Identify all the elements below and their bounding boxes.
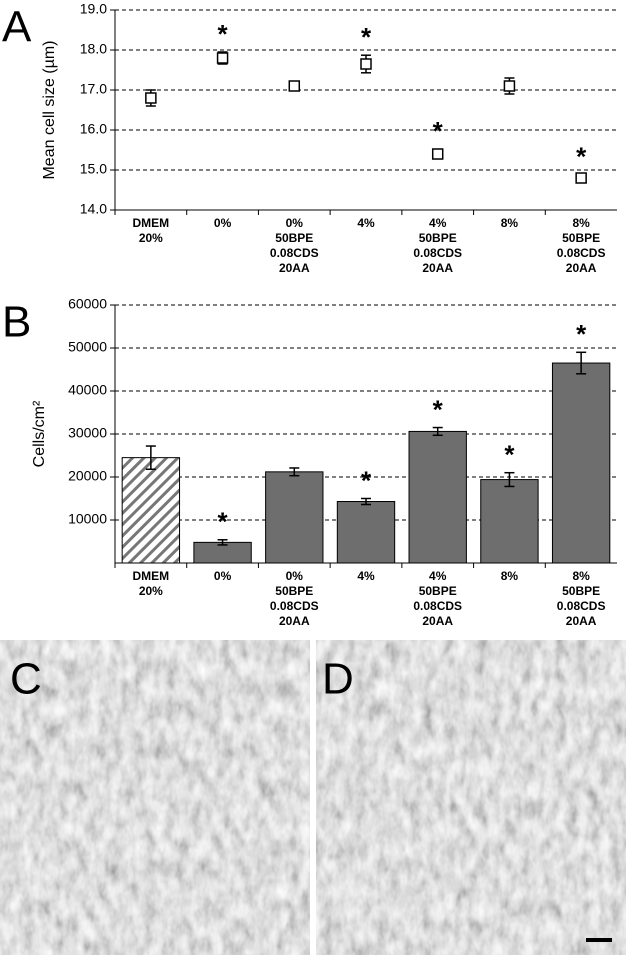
y-tick-label: 10000: [68, 511, 107, 527]
significance-star: *: [576, 319, 587, 349]
micrograph: [0, 640, 310, 955]
marker: [503, 80, 516, 92]
marker: [288, 80, 301, 92]
y-tick-label: 15.0: [80, 161, 107, 177]
x-tick-label: 0%: [214, 569, 232, 583]
y-tick-label: 17.0: [80, 81, 107, 97]
y-tick-label: 30000: [68, 425, 107, 441]
y-tick-label: 14.0: [80, 201, 107, 217]
bar: [265, 471, 324, 564]
significance-star: *: [433, 394, 444, 424]
bar: [336, 501, 396, 564]
bar: [480, 479, 539, 564]
bar: [551, 362, 611, 564]
y-axis-label: Cells/cm²: [31, 400, 48, 467]
bar: [408, 430, 467, 564]
image-c: [0, 640, 310, 955]
significance-star: *: [504, 440, 515, 470]
marker: [145, 92, 157, 104]
x-tick-label: 4% 50BPE 0.08CDS 20AA: [413, 569, 462, 628]
x-tick-label: 8%: [501, 569, 519, 583]
panel-label: D: [322, 655, 354, 704]
x-tick-label: DMEM 20%: [133, 216, 170, 245]
x-tick-label: 4% 50BPE 0.08CDS 20AA: [413, 216, 462, 275]
image-d: [316, 640, 626, 955]
x-tick-label: 4%: [357, 216, 375, 230]
y-axis-label: Mean cell size (µm): [41, 40, 58, 179]
significance-star: *: [361, 22, 372, 52]
significance-star: *: [576, 142, 587, 172]
y-tick-label: 20000: [68, 468, 107, 484]
panel-label: C: [10, 655, 42, 704]
x-tick-label: 8% 50BPE 0.08CDS 20AA: [557, 569, 606, 628]
y-tick-label: 18.0: [80, 41, 107, 57]
x-tick-label: 0% 50BPE 0.08CDS 20AA: [270, 569, 319, 628]
x-tick-label: 4%: [357, 569, 375, 583]
panel-label: A: [2, 3, 32, 52]
y-tick-label: 50000: [68, 339, 107, 355]
x-tick-label: 0%: [214, 216, 232, 230]
significance-star: *: [218, 19, 229, 49]
significance-star: *: [361, 465, 372, 495]
y-tick-label: 19.0: [80, 1, 107, 17]
y-tick-label: 16.0: [80, 121, 107, 137]
significance-star: *: [433, 116, 444, 146]
significance-star: *: [218, 507, 229, 537]
x-tick-label: DMEM 20%: [133, 569, 170, 598]
panel-label: B: [2, 298, 31, 347]
marker: [360, 58, 372, 70]
x-tick-label: 8%: [501, 216, 519, 230]
x-tick-label: 8% 50BPE 0.08CDS 20AA: [557, 216, 606, 275]
chart: A Mean cell size (µm) 14.0 15.0 16.0 17.0 18.0…: [2, 1, 617, 275]
bar: [121, 457, 181, 564]
chart: B Cells/cm² 10000 20000 30000 40000 50000 60000…: [2, 296, 617, 628]
x-tick-label: 0% 50BPE 0.08CDS 20AA: [270, 216, 319, 275]
marker: [575, 172, 587, 184]
y-tick-label: 40000: [68, 382, 107, 398]
marker: [431, 148, 444, 160]
marker: [216, 52, 229, 64]
y-tick-label: 60000: [68, 296, 107, 312]
micrograph: [316, 640, 626, 955]
